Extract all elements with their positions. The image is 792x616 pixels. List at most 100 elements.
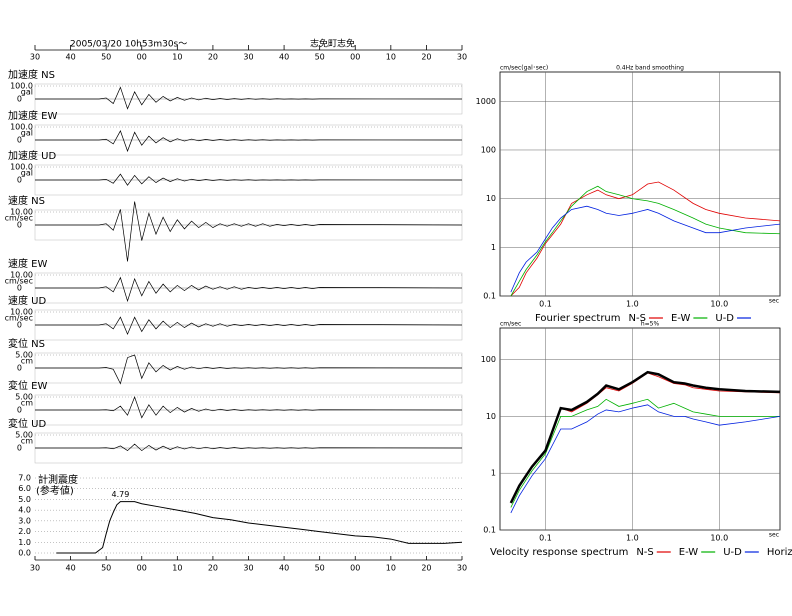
legend-label: N-S	[629, 313, 646, 324]
y-tick-label: 7.0	[18, 474, 31, 483]
y-tick-label: 100	[481, 145, 496, 154]
x-tick-label: 30	[457, 53, 467, 62]
trace-name: 加速度 NS	[8, 68, 55, 81]
trace-name: 加速度 UD	[8, 149, 56, 162]
chart-subtitle: h=5%	[641, 321, 660, 328]
x-tick-label: 50	[101, 53, 111, 62]
series-line	[510, 398, 780, 508]
trace-unit: cm	[21, 437, 33, 446]
legend-label: E-W	[671, 313, 691, 324]
trace-name: 速度 UD	[8, 294, 46, 307]
y-tick-label: 1000	[476, 97, 496, 106]
trace-unit: cm/sec	[5, 214, 33, 223]
y-tick-label: 100.0	[10, 123, 33, 132]
trace-unit: cm/sec	[5, 314, 33, 323]
x-tick-label: 0.1	[539, 300, 552, 309]
y-tick-label: 10.00	[10, 271, 33, 280]
x-tick-label: 20	[421, 53, 431, 62]
y-tick-label: 100.0	[10, 163, 33, 172]
trace-line	[35, 395, 463, 419]
y-tick-label: 5.00	[15, 351, 33, 360]
x-tick-label: 30	[30, 564, 40, 573]
y-tick-label: 6.0	[18, 484, 31, 493]
x-tick-label: 00	[350, 53, 360, 62]
y-tick-label: 5.00	[15, 393, 33, 402]
station-name: 志免町志免	[310, 38, 355, 50]
y-tick-label: 2.0	[18, 527, 31, 536]
plot-frame	[499, 71, 781, 297]
trace-line	[35, 276, 463, 303]
y-tick-label: 10.00	[10, 308, 33, 317]
x-tick-label: 50	[101, 564, 111, 573]
x-tick-label: 30	[243, 53, 253, 62]
x-tick-label: 1.0	[626, 534, 639, 543]
trace-line	[35, 173, 463, 186]
series-line	[510, 205, 781, 293]
x-tick-label: 00	[350, 564, 360, 573]
y-tick-label: 0	[17, 221, 22, 230]
x-tick-label: 30	[243, 564, 253, 573]
y-tick-label: 0.1	[483, 292, 496, 301]
x-tick-label: 40	[65, 564, 75, 573]
y-tick-label: 1	[491, 243, 496, 252]
y-axis-label: cm/sec(gal･sec)	[500, 65, 548, 72]
trace-line	[35, 130, 463, 153]
x-tick-label: 20	[421, 564, 431, 573]
legend-title: Fourier spectrum	[535, 313, 621, 324]
trace-unit: gal	[21, 129, 33, 138]
x-tick-label: 10.0	[710, 534, 728, 543]
legend-label: U-D	[715, 313, 734, 324]
x-tick-label: 10	[386, 564, 396, 573]
x-tick-label: 40	[279, 564, 289, 573]
peak-label: 4.79	[111, 490, 129, 499]
x-tick-label: 50	[315, 53, 325, 62]
y-tick-label: 100	[481, 355, 496, 364]
trace-unit: cm/sec	[5, 277, 33, 286]
plot-frame	[499, 327, 781, 531]
x-tick-label: 30	[30, 53, 40, 62]
x-tick-label: 10.0	[710, 300, 728, 309]
x-tick-label: 0.1	[539, 534, 552, 543]
trace-unit: cm	[21, 357, 33, 366]
y-tick-label: 10	[486, 194, 496, 203]
trace-unit: gal	[21, 88, 33, 97]
x-tick-label: 10	[172, 564, 182, 573]
series-line	[509, 370, 781, 504]
y-tick-label: 1	[491, 469, 496, 478]
trace-name: 速度 EW	[8, 257, 47, 270]
x-axis-label: sec	[769, 298, 779, 305]
y-tick-label: 10.00	[10, 208, 33, 217]
chart-title: 計測震度	[38, 473, 78, 486]
y-tick-label: 10	[486, 412, 496, 421]
series-line	[510, 404, 781, 514]
x-axis-label: sec	[769, 532, 779, 539]
legend-label: U-D	[723, 547, 742, 558]
x-tick-label: 20	[208, 53, 218, 62]
y-tick-label: 0	[17, 136, 22, 145]
x-tick-label: 20	[208, 564, 218, 573]
y-tick-label: 0.0	[18, 549, 31, 558]
y-tick-label: 0	[17, 444, 22, 453]
y-tick-label: 0	[17, 321, 22, 330]
x-tick-label: 50	[315, 564, 325, 573]
x-tick-label: 00	[137, 564, 147, 573]
trace-name: 速度 NS	[8, 194, 45, 207]
y-axis-label: cm/sec	[500, 321, 521, 328]
trace-line	[35, 201, 463, 262]
x-tick-label: 1.0	[626, 300, 639, 309]
x-tick-label: 40	[279, 53, 289, 62]
y-tick-label: 0	[17, 364, 22, 373]
y-tick-label: 100.0	[10, 82, 33, 91]
series-line	[510, 185, 781, 297]
trace-name: 加速度 EW	[8, 109, 57, 122]
trace-unit: gal	[21, 169, 33, 178]
legend-title: Velocity response spectrum	[490, 547, 628, 558]
legend-label: E-W	[679, 547, 699, 558]
trace-line	[35, 354, 463, 385]
trace-line	[35, 316, 463, 336]
y-tick-label: 0	[17, 176, 22, 185]
y-tick-label: 4.0	[18, 506, 31, 515]
x-tick-label: 10	[386, 53, 396, 62]
x-tick-label: 40	[65, 53, 75, 62]
